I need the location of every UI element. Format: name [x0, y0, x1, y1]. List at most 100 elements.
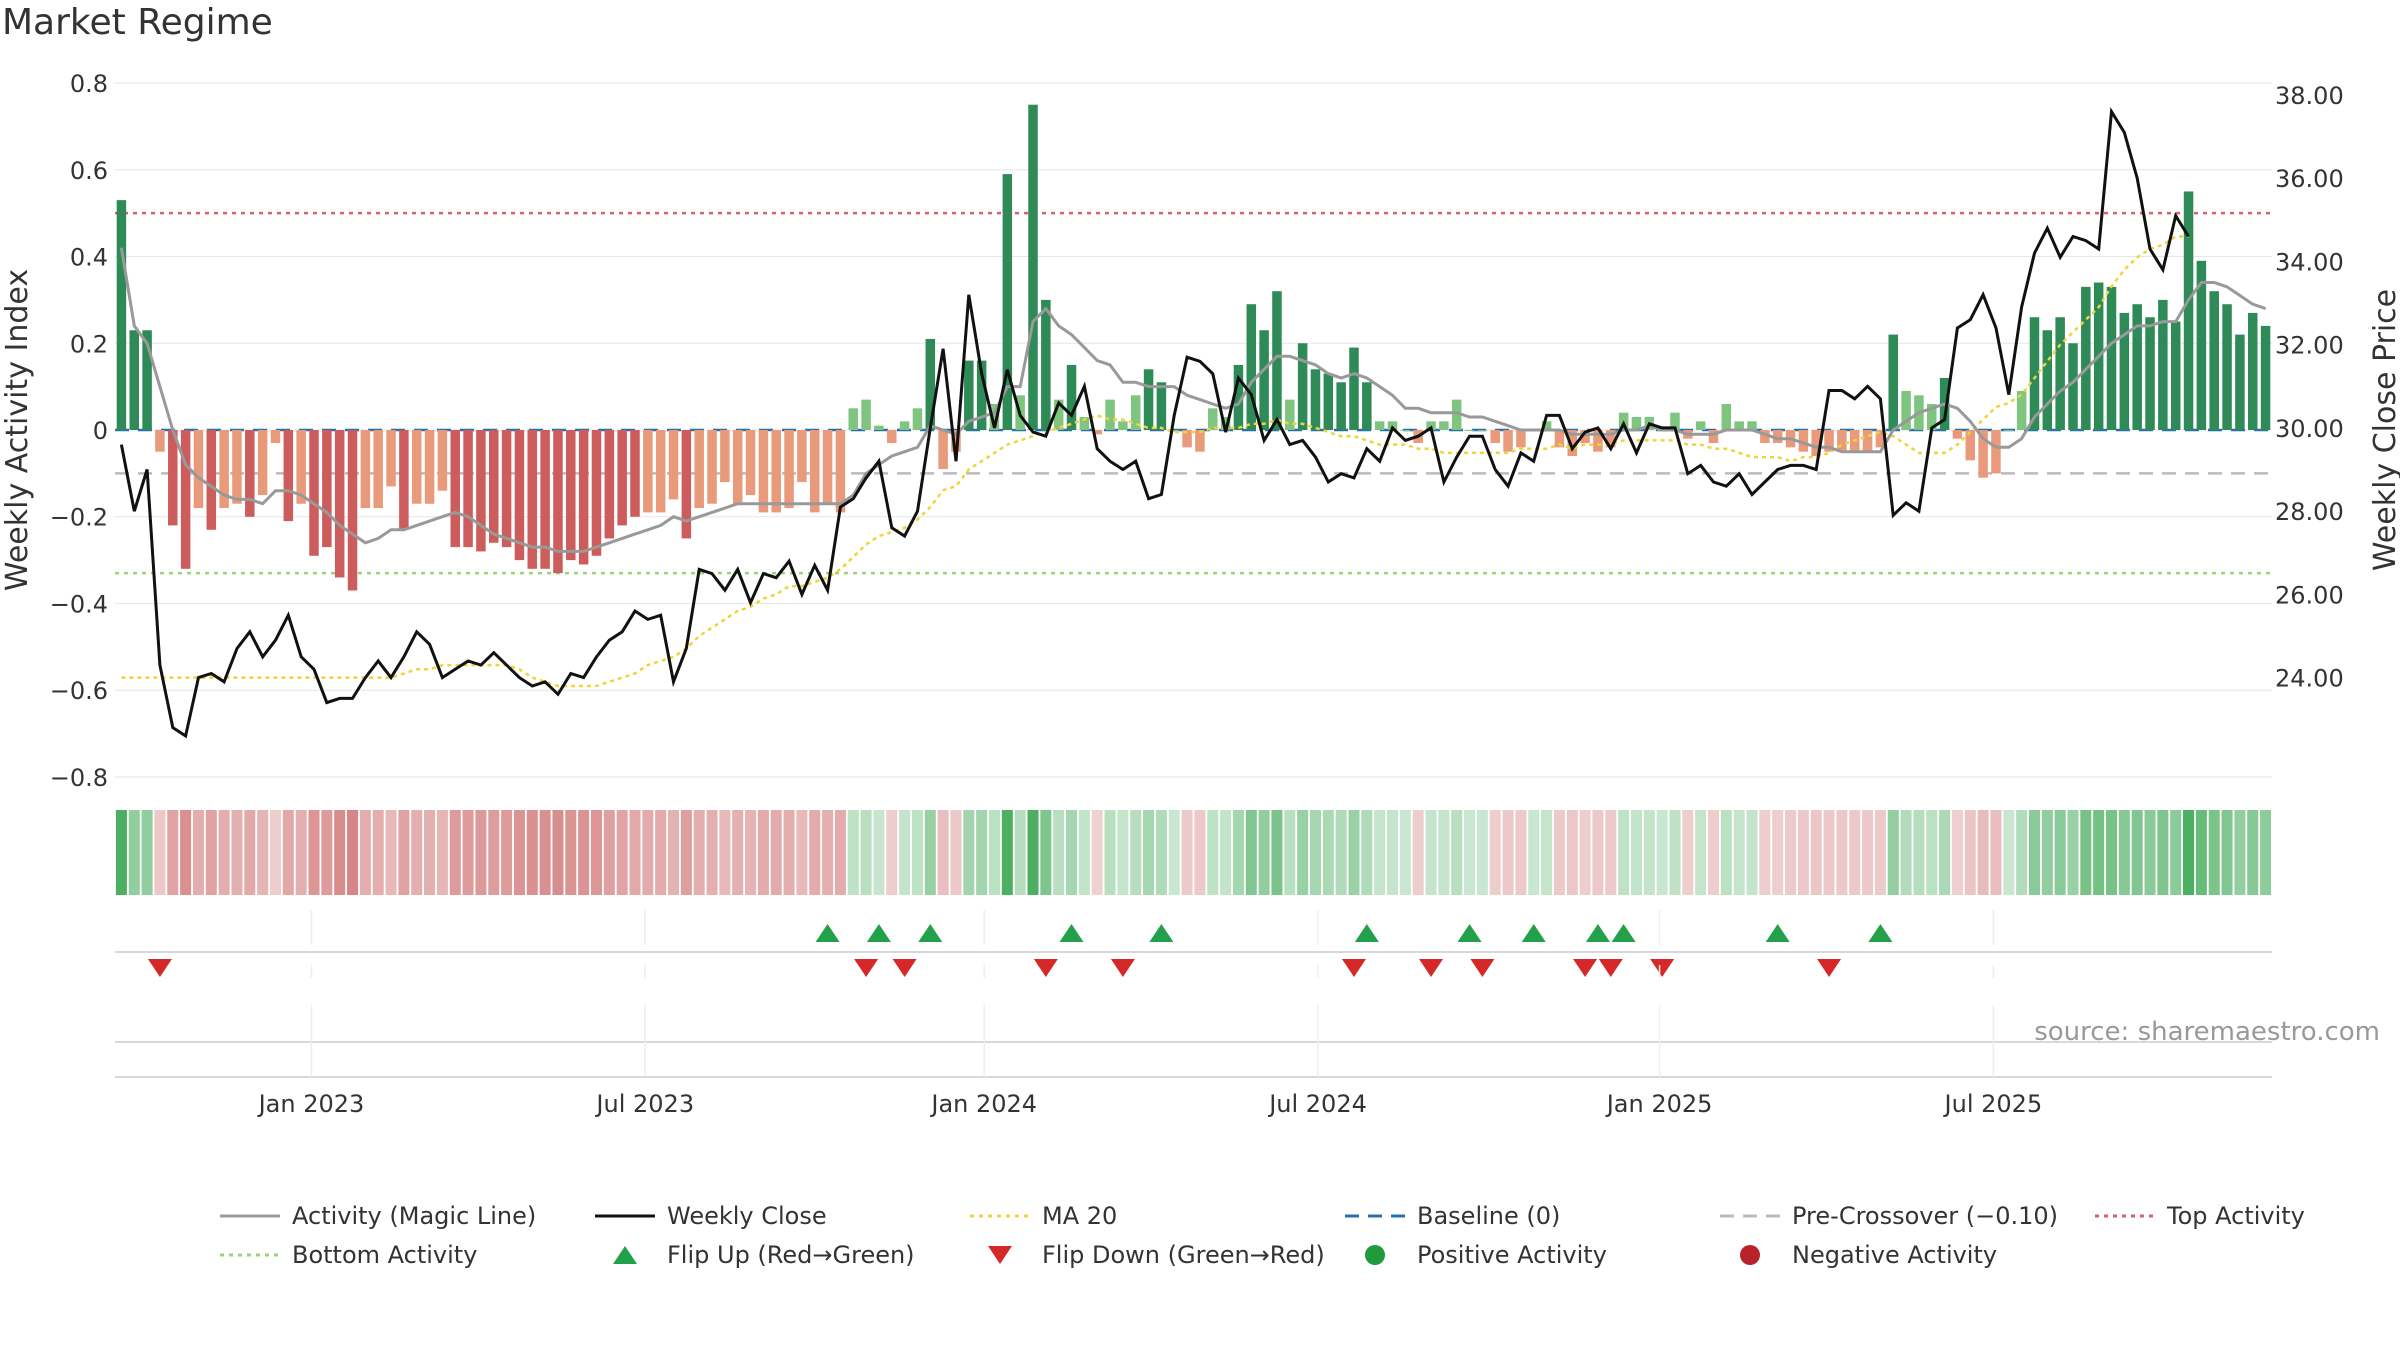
- activity-bar: [784, 430, 794, 509]
- regime-tile: [629, 810, 641, 895]
- activity-bar: [309, 430, 319, 556]
- regime-tile: [1849, 810, 1861, 895]
- activity-bar: [1246, 304, 1257, 430]
- activity-bar: [1747, 421, 1757, 430]
- legend-item: Flip Down (Green→Red): [988, 1241, 1325, 1269]
- activity-bar: [129, 330, 140, 430]
- source-note: source: sharemaestro.com: [2034, 1017, 2380, 1047]
- regime-tile: [1926, 810, 1938, 895]
- regime-tile: [231, 810, 243, 895]
- regime-tile: [385, 810, 397, 895]
- regime-tile: [1785, 810, 1797, 895]
- regime-tile: [1412, 810, 1424, 895]
- regime-tile: [1399, 810, 1411, 895]
- activity-bar: [1490, 430, 1500, 444]
- activity-bar: [745, 430, 756, 496]
- flip-down-marker: [854, 959, 879, 977]
- activity-bar: [1374, 421, 1385, 430]
- activity-bar: [668, 430, 679, 500]
- regime-tile: [1939, 810, 1951, 895]
- flip-up-marker: [1521, 924, 1546, 942]
- regime-tile: [1528, 810, 1540, 895]
- regime-tile: [1245, 810, 1257, 895]
- activity-bar: [2170, 321, 2181, 430]
- y-tick-label: 0.6: [70, 157, 108, 185]
- activity-bar: [540, 430, 550, 569]
- regime-tile: [783, 810, 795, 895]
- activity-bar: [1195, 430, 1205, 452]
- activity-bar: [1580, 430, 1590, 444]
- legend-item: Activity (Magic Line): [220, 1202, 536, 1230]
- activity-bar: [2222, 304, 2232, 430]
- regime-tile: [1143, 810, 1155, 895]
- activity-bar: [1182, 430, 1192, 448]
- regime-tile: [911, 810, 923, 895]
- regime-tile: [1220, 810, 1232, 895]
- activity-bar: [1451, 399, 1462, 430]
- legend-swatch: [613, 1246, 637, 1264]
- flip-up-marker: [1149, 924, 1174, 942]
- regime-tile: [1258, 810, 1270, 895]
- legend-label: Top Activity: [2166, 1202, 2305, 1230]
- legend-label: Baseline (0): [1417, 1202, 1560, 1230]
- regime-tile: [2144, 810, 2156, 895]
- regime-tile: [732, 810, 744, 895]
- x-tick-label: Jan 2025: [1605, 1090, 1713, 1118]
- regime-tile: [1027, 810, 1039, 895]
- regime-tile: [1964, 810, 1976, 895]
- activity-bar: [2068, 343, 2078, 430]
- activity-bar: [219, 430, 229, 509]
- flip-up-marker: [866, 924, 891, 942]
- activity-bar: [951, 430, 961, 452]
- activity-bar: [2132, 304, 2142, 430]
- y2-tick-label: 36.00: [2275, 165, 2344, 193]
- activity-bar: [938, 430, 948, 470]
- regime-tile: [1874, 810, 1886, 895]
- activity-bar: [193, 430, 204, 509]
- regime-tile: [526, 810, 538, 895]
- activity-bar: [1952, 430, 1963, 439]
- activity-bar: [771, 430, 781, 513]
- regime-tile: [1309, 810, 1321, 895]
- activity-bar: [887, 430, 897, 444]
- regime-tile: [2208, 810, 2220, 895]
- regime-tile: [924, 810, 936, 895]
- regime-tile: [1053, 810, 1065, 895]
- regime-tile: [1438, 810, 1450, 895]
- regime-tile: [1566, 810, 1578, 895]
- activity-bar: [912, 408, 923, 430]
- activity-bar: [1888, 334, 1898, 430]
- activity-bar: [1606, 430, 1616, 448]
- regime-tile: [359, 810, 371, 895]
- activity-bar: [553, 430, 563, 574]
- activity-bar: [1169, 430, 1179, 431]
- y-tick-label: 0: [93, 417, 108, 445]
- activity-bar: [2029, 317, 2040, 430]
- activity-bar: [1336, 382, 1346, 430]
- activity-bar: [1092, 430, 1102, 435]
- legend-label: Weekly Close: [667, 1202, 827, 1230]
- regime-tile: [552, 810, 564, 895]
- regime-tile: [1155, 810, 1167, 895]
- y2-tick-label: 30.00: [2275, 415, 2344, 443]
- regime-tile: [603, 810, 615, 895]
- legend-swatch: [1740, 1245, 1760, 1265]
- activity-bar: [1220, 416, 1231, 430]
- legend-swatch: [1365, 1245, 1385, 1265]
- activity-bar: [1285, 399, 1295, 430]
- regime-tile: [1374, 810, 1386, 895]
- regime-tile: [244, 810, 256, 895]
- activity-bar: [1503, 430, 1513, 452]
- activity-bar: [1233, 364, 1244, 430]
- flip-down-marker: [1573, 959, 1598, 977]
- regime-tile: [693, 810, 705, 895]
- flip-down-marker: [1341, 959, 1366, 977]
- regime-tile: [796, 810, 808, 895]
- activity-bar: [1041, 299, 1051, 430]
- legend: Activity (Magic Line) Weekly Close MA 20 Ba…: [220, 1202, 2305, 1269]
- flip-up-marker: [1354, 924, 1379, 942]
- activity-bar: [1297, 343, 1308, 430]
- regime-tile: [1104, 810, 1116, 895]
- y2-tick-label: 38.00: [2275, 82, 2344, 110]
